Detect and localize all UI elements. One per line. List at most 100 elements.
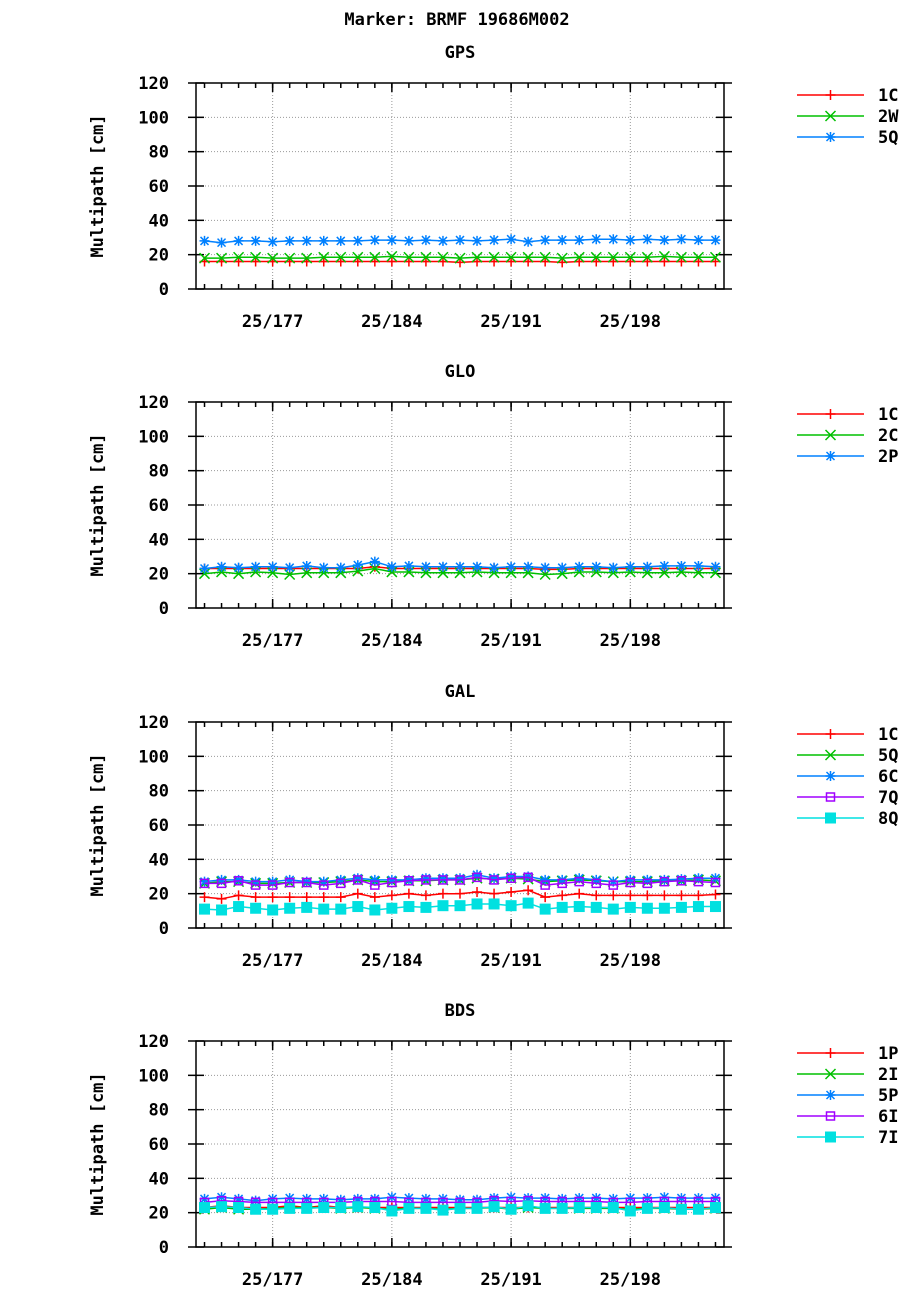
panel-gal-series-7q-point-30: [710, 877, 721, 888]
panel-bds-series-5p-point-19: [523, 1193, 534, 1204]
panel-gal-ylabel: Multipath [cm]: [88, 753, 108, 896]
panel-bds-legend-2i-marker: [824, 1068, 837, 1080]
panel-bds-legend-1p-marker: [825, 1048, 836, 1058]
panel-glo-series-2p-point-22: [574, 561, 585, 572]
panel-gal-series-7q-point-26: [642, 878, 653, 889]
panel-bds-legend-2i-label: 2I: [878, 1065, 898, 1085]
panel-gps: GPS Multipath [cm] 25/177 25/184 25/191 25/19…: [88, 43, 899, 332]
panel-gps-series-2w-point-28: [675, 251, 687, 263]
panel-glo-series-2p-point-26: [642, 561, 653, 572]
panel-gal-series-8q: [199, 897, 721, 916]
panel-gal-series-6c-point-0: [199, 876, 210, 887]
panel-gal-series-7q-point-11: [387, 877, 397, 888]
panel-gal-series-8q-point-30: [709, 901, 721, 913]
panel-gps-series-5q-point-28: [676, 234, 687, 245]
panel-bds-series-7i-point-14: [437, 1204, 449, 1216]
panel-gal-series-8q-point-0: [199, 903, 211, 915]
panel-gps-series-2w-point-6: [301, 252, 313, 264]
panel-glo-series-2p-point-9: [352, 560, 363, 571]
panel-bds-series-5p-point-21: [557, 1193, 568, 1204]
panel-bds-series-7i-point-25: [624, 1205, 636, 1217]
panel-gps-series-2w-point-3: [250, 251, 262, 263]
panel-bds-series-6i-line: [204, 1199, 716, 1204]
panel-bds-series-7i-point-9: [352, 1201, 364, 1213]
panel-gal-series-1c-point-18: [506, 886, 517, 897]
panel-bds-series-7i-point-23: [590, 1202, 602, 1214]
panel-gps-series-2w-point-2: [233, 251, 245, 263]
panel-gps-xtick-label-3: 25/198: [600, 312, 661, 332]
panel-glo-series-2p-point-8: [335, 562, 346, 573]
panel-gal-series-1c-point-5: [284, 892, 295, 903]
panel-bds-series-7i-point-22: [573, 1202, 585, 1214]
panel-gal-series-7q-point-29: [693, 876, 704, 887]
panel-gal-series-7q-point-24: [608, 880, 619, 890]
panel-gps-frame: [195, 82, 725, 290]
panel-gps-series-5q-point-21: [557, 235, 568, 246]
panel-glo-legend-2p-marker: [825, 451, 836, 461]
panel-bds-ytick-label-6: 120: [138, 1032, 169, 1052]
panel-gps-series-5q-point-7: [318, 235, 329, 246]
panel-gal-series-8q-point-4: [267, 904, 279, 916]
panel-gal-series-6c-point-25: [625, 874, 636, 885]
panel-gps-legend-5q: 5Q: [797, 128, 898, 148]
panel-gal-series-1c-point-9: [352, 888, 363, 899]
panel-bds-xtick-label-3: 25/198: [600, 1270, 661, 1290]
panel-gal-frame: [195, 721, 725, 929]
panel-gal-series-1c-point-19: [523, 885, 534, 896]
panel-glo-series-2p-point-24: [608, 562, 619, 573]
panel-gal-series-7q-point-20: [540, 880, 550, 890]
panel-glo-series-2p-point-12: [403, 560, 414, 571]
panel-bds-series-7i-point-3: [250, 1203, 262, 1215]
panel-gps-series-2w-point-26: [641, 251, 653, 263]
panel-gal-series-8q-point-26: [641, 902, 653, 914]
panel-gps-xtick-label-2: 25/191: [480, 312, 541, 332]
panel-gps-legend-5q-label: 5Q: [878, 128, 898, 148]
panel-glo-xtick-label-1: 25/184: [361, 631, 422, 651]
panel-gps-ytick-label-6: 120: [138, 74, 169, 94]
panel-gal-series-7q-line: [204, 876, 716, 886]
panel-gal-series-7q-point-2: [233, 876, 244, 886]
panel-gps-series-2w-point-10: [369, 251, 381, 263]
panel-glo-legend-2p: 2P: [797, 447, 898, 467]
panel-glo-series-2p-point-29: [693, 560, 704, 571]
panel-gal-series-1c-point-10: [369, 892, 380, 903]
panel-gps-series-1c-point-11: [386, 256, 397, 267]
panel-gps-series-2w-point-24: [607, 251, 619, 263]
panel-gal-series-8q-point-8: [335, 903, 347, 915]
panel-bds-series-7i-point-10: [369, 1202, 381, 1214]
panel-glo-title: GLO: [445, 362, 476, 382]
panel-gps-series-1c-point-27: [659, 256, 670, 267]
panel-glo-ytick-label-6: 120: [138, 393, 169, 413]
panel-glo-series-2p-point-5: [284, 562, 295, 573]
panel-bds-series-5p-point-16: [472, 1194, 483, 1205]
panel-gps-series-5q-point-27: [659, 235, 670, 246]
panel-glo-series-2p-point-19: [523, 561, 534, 572]
panel-gal-legend-8q-marker: [825, 812, 836, 824]
panel-bds-title: BDS: [445, 1001, 476, 1021]
panel-glo-legend-1c: 1C: [797, 405, 898, 425]
panel-gal-series-1c-point-16: [472, 886, 483, 897]
panel-glo-series-2p-point-2: [233, 562, 244, 573]
panel-gps-series-2w-point-7: [318, 251, 330, 263]
panel-gps-series-2w-point-17: [488, 251, 500, 263]
panel-gal-series-7q-point-21: [557, 878, 567, 889]
panel-gps-ytick-label-1: 20: [149, 246, 169, 266]
panel-gps-legend-2w-marker: [824, 110, 837, 122]
panel-gps-series-2w-point-22: [573, 251, 585, 263]
panel-gal-series-8q-point-11: [386, 902, 398, 914]
panel-gal-series-1c-point-12: [403, 888, 414, 899]
panel-glo-series-2p-point-4: [267, 561, 278, 572]
panel-gal-series-7q-point-10: [370, 880, 380, 890]
panel-gal-series-1c-point-7: [318, 892, 329, 903]
panel-gps-series-5q-point-10: [369, 235, 380, 246]
panel-bds-series-7i-point-15: [454, 1202, 466, 1214]
panel-gps-series-2w-point-21: [556, 252, 568, 264]
panel-glo-series-2p-point-14: [437, 561, 448, 572]
panel-gps-series-5q-point-9: [352, 235, 363, 246]
panel-gps-legend-1c-label: 1C: [878, 86, 898, 106]
panel-bds-legend-6i: 6I: [797, 1107, 898, 1127]
figure-title: Marker: BRMF 19686M002: [344, 10, 569, 30]
panel-gal-xtick-label-2: 25/191: [480, 951, 541, 971]
panel-gal-series-7q-point-17: [489, 875, 499, 885]
panel-gal-series-1c-point-0: [199, 892, 210, 903]
